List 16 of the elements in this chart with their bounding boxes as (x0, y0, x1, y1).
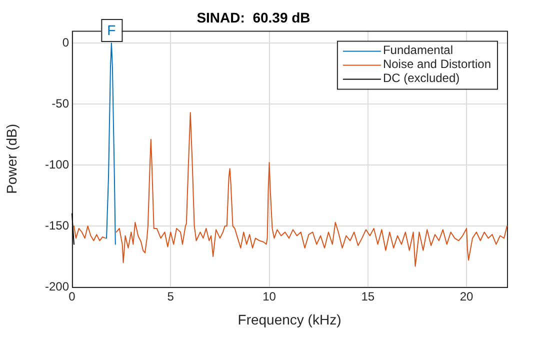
y-axis-title: Power (dB) (3, 124, 20, 194)
legend-label: Noise and Distortion (382, 57, 492, 72)
x-tick-label: 15 (361, 290, 375, 304)
y-tick-label: -200 (44, 279, 70, 294)
y-tick-label: 0 (62, 35, 70, 50)
x-axis-title: Frequency (kHz) (238, 311, 342, 328)
legend-label: DC (excluded) (382, 71, 460, 86)
x-tick-label: 5 (167, 290, 174, 304)
y-tick-label: -100 (44, 157, 70, 172)
y-tick-label: -50 (52, 96, 70, 110)
x-tick-label: 10 (262, 290, 276, 304)
annotation: F (107, 22, 116, 38)
legend-label: Fundamental (382, 43, 453, 58)
chart-title: SINAD: 60.39 dB (196, 9, 310, 26)
x-tick-label: 20 (460, 290, 474, 304)
y-tick-label: -150 (44, 218, 70, 232)
